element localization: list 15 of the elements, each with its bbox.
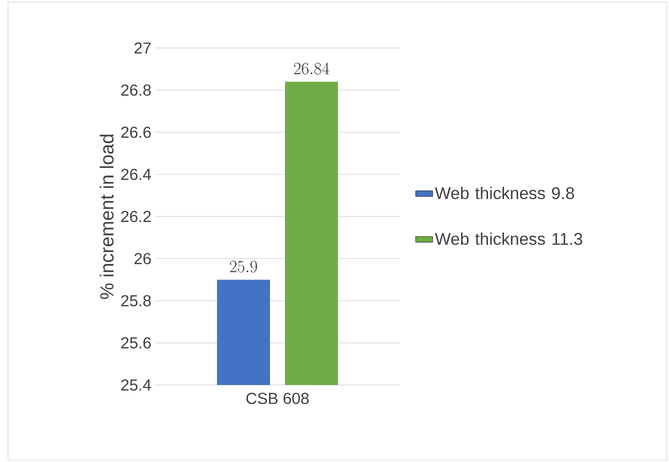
- y-tick-label: 26.8: [121, 84, 151, 96]
- data-label: 26.84: [294, 62, 330, 74]
- y-tick-label: 25.4: [121, 379, 152, 391]
- legend-label: Web thickness 11.3: [434, 232, 582, 245]
- y-tick-label: 26.2: [121, 210, 151, 222]
- y-tick-label: 26: [134, 252, 151, 264]
- y-tick-label: 27: [134, 42, 151, 54]
- data-label: 25.9: [230, 260, 258, 272]
- x-tick-label: CSB 608: [246, 392, 309, 404]
- y-tick-label: 25.6: [121, 337, 151, 349]
- y-tick-label: 26.4: [121, 168, 152, 180]
- y-tick-label: 25.8: [121, 295, 151, 306]
- legend-label: Web thickness 9.8: [434, 186, 574, 200]
- y-axis-title: % increment in load: [100, 134, 114, 299]
- y-tick-label: 26.6: [121, 126, 151, 138]
